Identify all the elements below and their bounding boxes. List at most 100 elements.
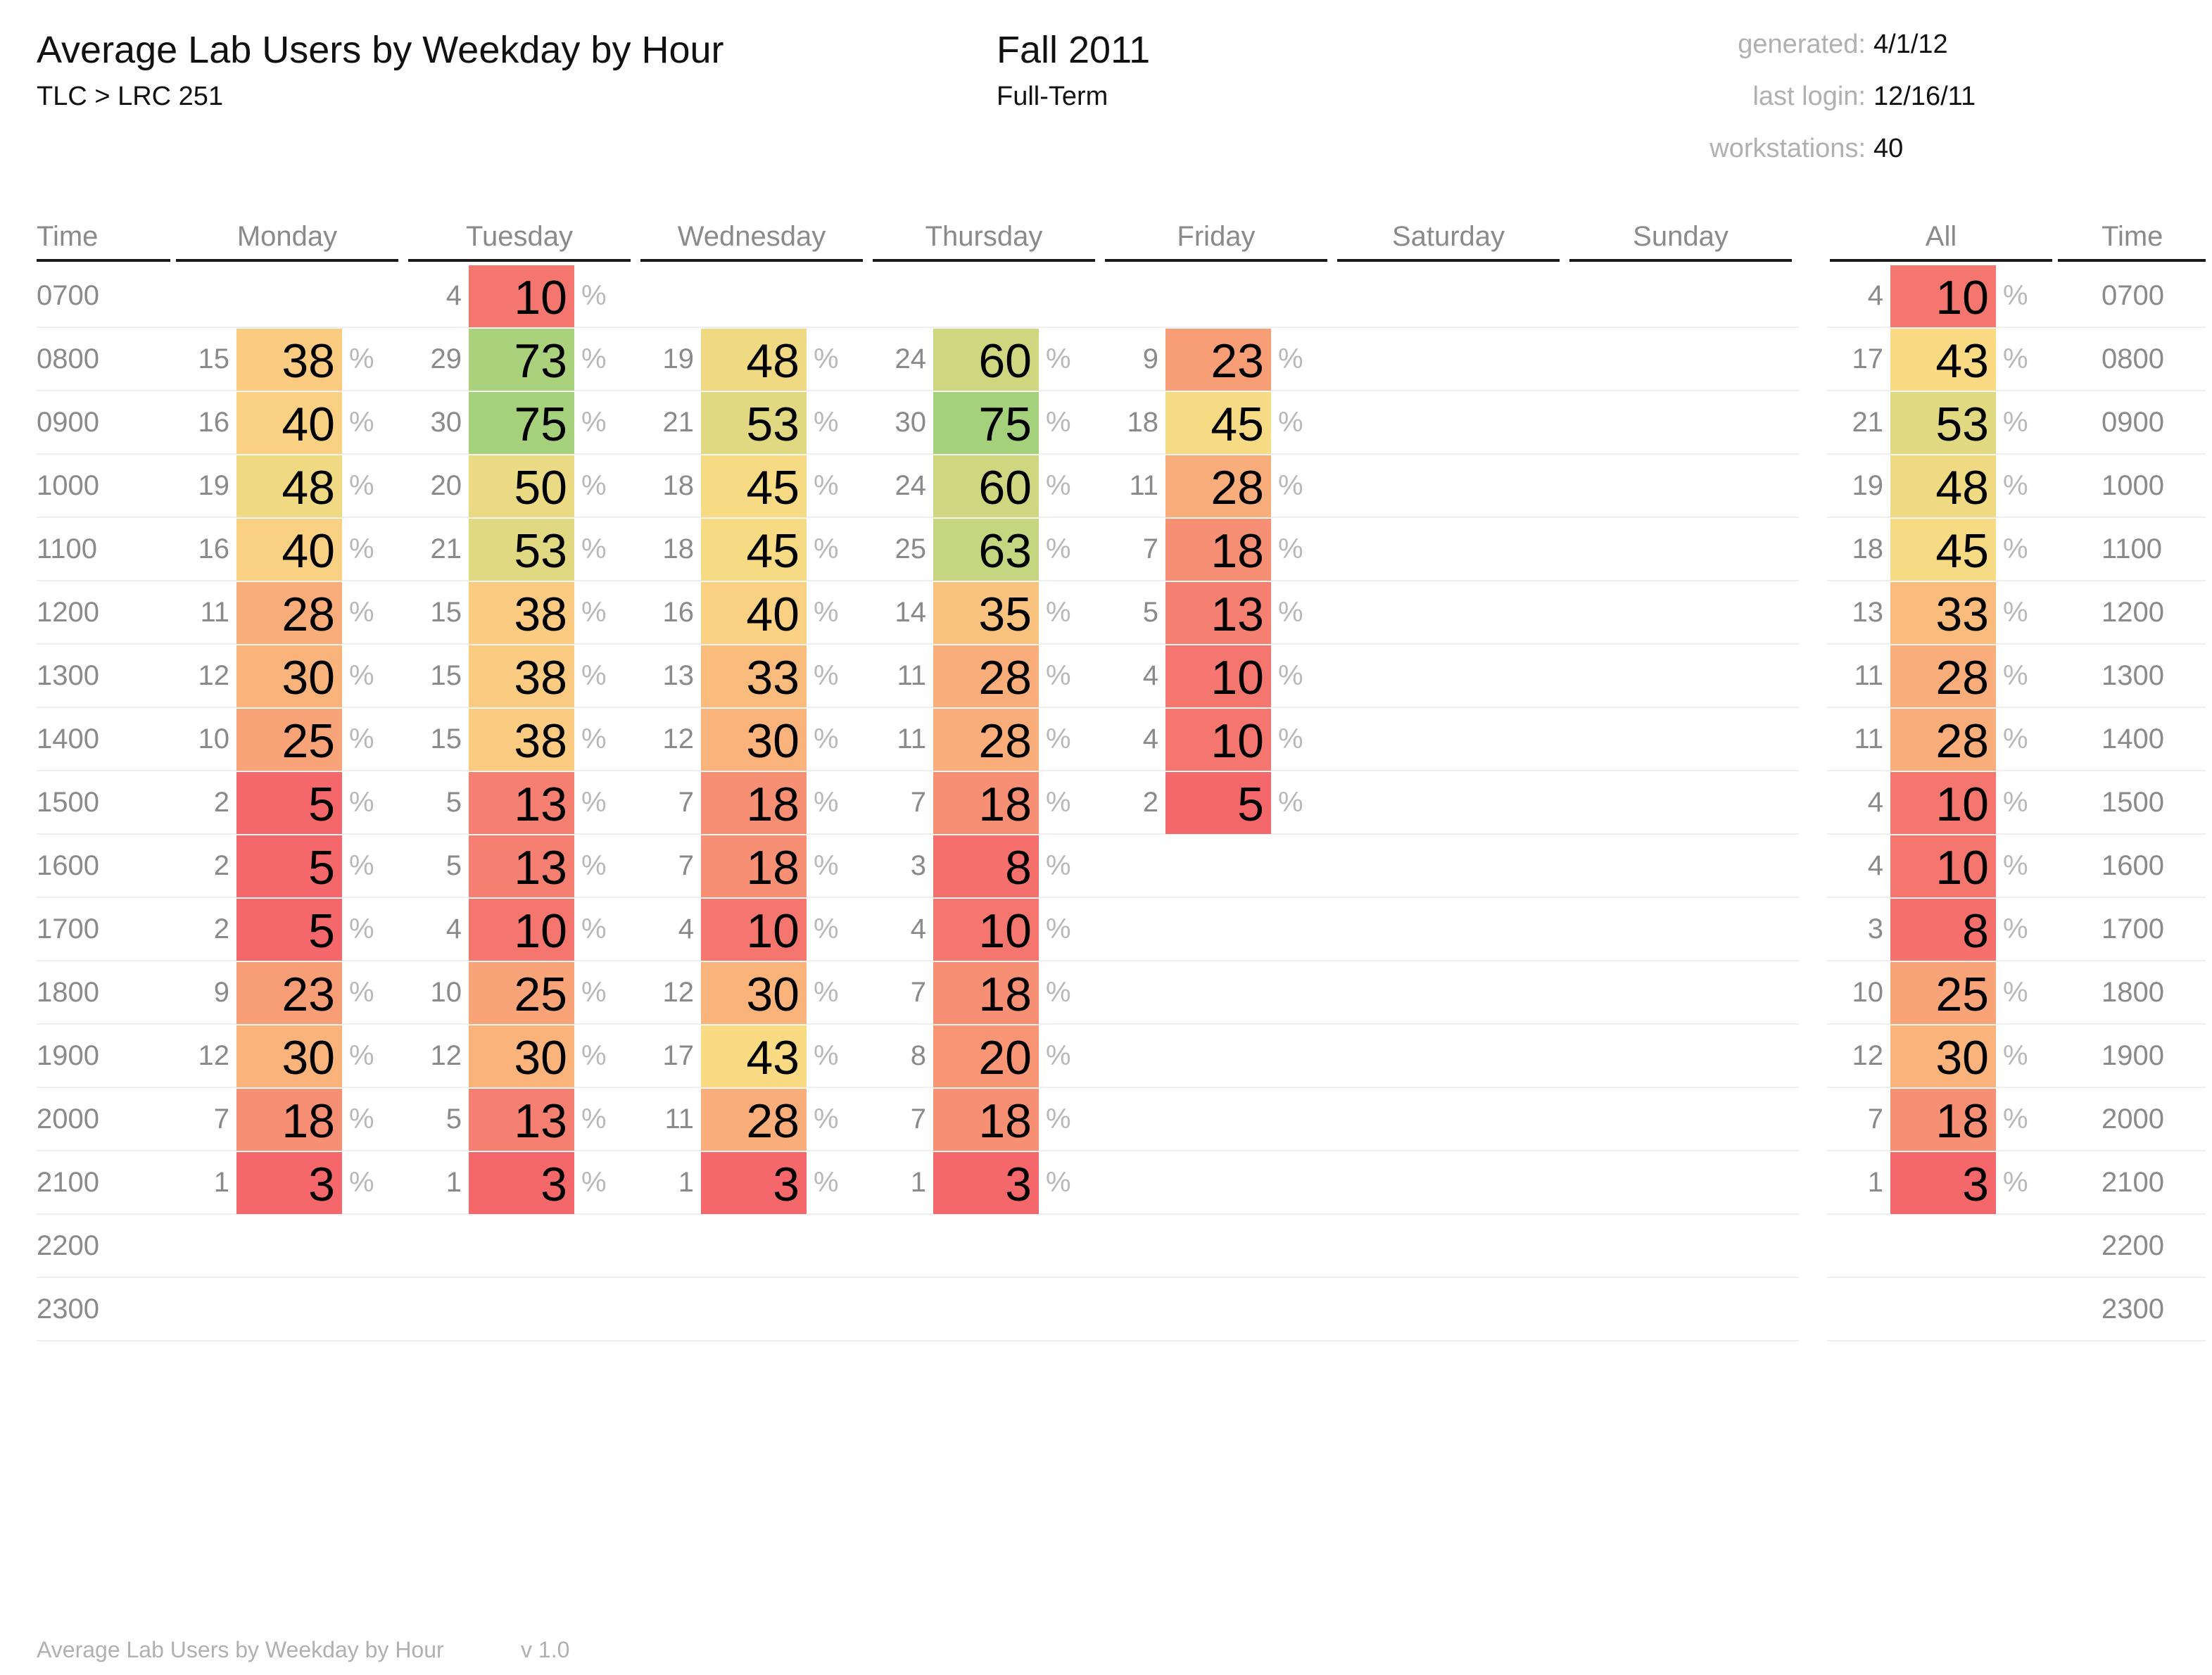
percent-sign-wednesday-0800: % <box>814 343 839 374</box>
row-rule-0800 <box>37 390 1799 391</box>
percent-sign-all-1600: % <box>2003 850 2028 881</box>
count-friday-1400: 4 <box>1142 723 1158 754</box>
last-login-value: 12/16/11 <box>1873 82 1976 111</box>
header-rule-friday <box>1105 259 1327 262</box>
cell-thursday-0900: 75 <box>933 392 1039 454</box>
percent-sign-wednesday-1900: % <box>814 1040 839 1071</box>
percent-sign-monday-1400: % <box>349 723 374 754</box>
cell-all-2000: 18 <box>1890 1089 1996 1151</box>
count-all-0800: 17 <box>1852 343 1884 374</box>
percent-all-2100: 3 <box>1962 1158 1989 1211</box>
percent-thursday-1100: 63 <box>978 524 1032 578</box>
cell-tuesday-1700: 10 <box>469 899 574 961</box>
time-label-right-1500: 1500 <box>2102 787 2164 818</box>
count-wednesday-1700: 4 <box>678 914 694 944</box>
percent-sign-friday-1200: % <box>1278 597 1303 628</box>
percent-monday-1100: 40 <box>282 524 335 578</box>
count-wednesday-1600: 7 <box>678 850 694 881</box>
cell-monday-1400: 25 <box>236 709 342 771</box>
percent-monday-1700: 5 <box>308 904 335 958</box>
percent-sign-monday-1900: % <box>349 1040 374 1071</box>
count-thursday-1100: 25 <box>895 533 927 564</box>
cell-tuesday-1500: 13 <box>469 772 574 834</box>
term-title: Fall 2011 <box>997 29 1151 71</box>
header-rule-tuesday <box>408 259 631 262</box>
header-rule-thursday <box>873 259 1095 262</box>
count-all-1800: 10 <box>1852 977 1884 1008</box>
percent-wednesday-0800: 48 <box>746 334 800 388</box>
percent-sign-all-1300: % <box>2003 660 2028 691</box>
percent-all-1600: 10 <box>1935 841 1989 895</box>
cell-thursday-1700: 10 <box>933 899 1039 961</box>
row-rule-1800 <box>37 1023 1799 1025</box>
count-all-0700: 4 <box>1867 280 1883 311</box>
count-all-1700: 3 <box>1867 914 1883 944</box>
count-tuesday-1300: 15 <box>430 660 462 691</box>
percent-tuesday-0700: 10 <box>514 271 567 324</box>
cell-friday-0800: 23 <box>1165 329 1271 391</box>
percent-sign-tuesday-1900: % <box>581 1040 607 1071</box>
percent-wednesday-1300: 33 <box>746 651 800 704</box>
percent-sign-thursday-1200: % <box>1046 597 1071 628</box>
time-label-1600: 1600 <box>37 850 99 881</box>
count-friday-1100: 7 <box>1142 533 1158 564</box>
count-monday-1700: 2 <box>213 914 229 944</box>
count-monday-0800: 15 <box>198 343 230 374</box>
percent-thursday-1200: 35 <box>978 588 1032 641</box>
cell-friday-1300: 10 <box>1165 645 1271 707</box>
percent-monday-1000: 48 <box>282 461 335 514</box>
percent-friday-1100: 18 <box>1211 524 1264 578</box>
cell-wednesday-1000: 45 <box>701 455 807 517</box>
cell-tuesday-2000: 13 <box>469 1089 574 1151</box>
percent-sign-tuesday-0800: % <box>581 343 607 374</box>
percent-thursday-0800: 60 <box>978 334 1032 388</box>
row-rule-2100 <box>37 1213 1799 1215</box>
count-tuesday-2000: 5 <box>445 1104 462 1134</box>
time-label-right-0700: 0700 <box>2102 280 2164 311</box>
count-monday-1800: 9 <box>213 977 229 1008</box>
footer-version: v 1.0 <box>521 1637 570 1662</box>
percent-sign-wednesday-1100: % <box>814 533 839 564</box>
cell-all-1100: 45 <box>1890 519 1996 581</box>
time-label-right-1600: 1600 <box>2102 850 2164 881</box>
percent-sign-friday-1500: % <box>1278 787 1303 818</box>
percent-sign-monday-2000: % <box>349 1104 374 1134</box>
column-header-saturday: Saturday <box>1391 221 1505 252</box>
percent-sign-all-1400: % <box>2003 723 2028 754</box>
count-monday-1000: 19 <box>198 470 230 501</box>
cell-all-1300: 28 <box>1890 645 1996 707</box>
percent-tuesday-1600: 13 <box>514 841 567 895</box>
cell-monday-2100: 3 <box>236 1152 342 1214</box>
percent-sign-thursday-1100: % <box>1046 533 1071 564</box>
count-friday-1500: 2 <box>1142 787 1158 818</box>
cell-all-1500: 10 <box>1890 772 1996 834</box>
percent-wednesday-1200: 40 <box>746 588 800 641</box>
time-label-right-1900: 1900 <box>2102 1040 2164 1071</box>
percent-sign-thursday-2100: % <box>1046 1167 1071 1198</box>
count-thursday-1500: 7 <box>910 787 926 818</box>
row-rule-0900 <box>37 453 1799 455</box>
count-wednesday-1900: 17 <box>662 1040 695 1071</box>
cell-friday-1100: 18 <box>1165 519 1271 581</box>
percent-tuesday-0800: 73 <box>514 334 567 388</box>
percent-wednesday-1500: 18 <box>746 778 800 831</box>
percent-sign-monday-1300: % <box>349 660 374 691</box>
row-rule-all-1700 <box>1827 960 2206 961</box>
percent-sign-all-2100: % <box>2003 1167 2028 1198</box>
time-label-right-0900: 0900 <box>2102 407 2164 438</box>
count-wednesday-1100: 18 <box>662 533 695 564</box>
percent-thursday-1700: 10 <box>978 904 1032 958</box>
time-label-right-1200: 1200 <box>2102 597 2164 628</box>
percent-sign-monday-1600: % <box>349 850 374 881</box>
percent-monday-2100: 3 <box>308 1158 335 1211</box>
row-rule-all-1000 <box>1827 517 2206 518</box>
percent-thursday-1000: 60 <box>978 461 1032 514</box>
row-rule-all-1100 <box>1827 580 2206 581</box>
percent-sign-all-2000: % <box>2003 1104 2028 1134</box>
time-label-0700: 0700 <box>37 280 99 311</box>
percent-friday-0800: 23 <box>1211 334 1264 388</box>
row-rule-0700 <box>37 327 1799 328</box>
percent-sign-friday-1300: % <box>1278 660 1303 691</box>
cell-wednesday-2100: 3 <box>701 1152 807 1214</box>
cell-wednesday-1200: 40 <box>701 582 807 644</box>
